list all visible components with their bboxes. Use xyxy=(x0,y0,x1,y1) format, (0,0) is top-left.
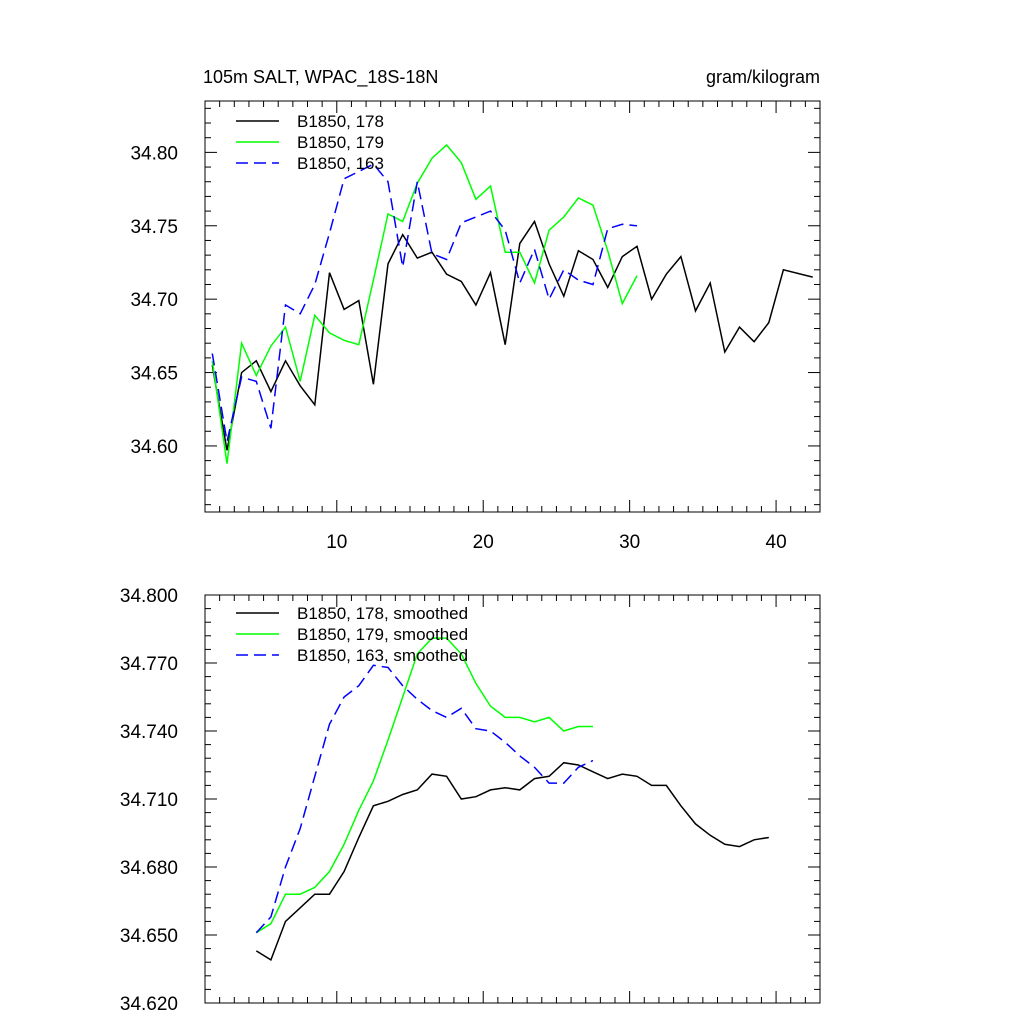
legend-label: B1850, 179 xyxy=(297,133,384,152)
legend-label: B1850, 179, smoothed xyxy=(297,625,468,644)
legend-label: B1850, 163 xyxy=(297,154,384,173)
y-tick-label: 34.60 xyxy=(130,437,178,458)
bottom-panel: 34.620 34.650 34.680 34.710 34.740 34.770 34.8… xyxy=(120,586,821,1015)
y-tick-label: 34.710 xyxy=(120,790,178,811)
top-panel: 10 20 30 40 34.60 34.65 34.70 34.75 34.80 B1850, … xyxy=(130,100,821,553)
y-tick-label: 34.620 xyxy=(120,994,178,1015)
y-tick-label: 34.75 xyxy=(130,217,178,238)
y-tick-label: 34.70 xyxy=(130,290,178,311)
legend-label: B1850, 178, smoothed xyxy=(297,604,468,623)
legend-label: B1850, 163, smoothed xyxy=(297,646,468,665)
y-tick-label: 34.80 xyxy=(130,143,178,164)
x-tick-label: 40 xyxy=(766,532,787,553)
units-label: gram/kilogram xyxy=(706,67,820,87)
x-tick-label: 20 xyxy=(473,532,494,553)
series-line-2 xyxy=(211,143,638,464)
x-tick-label: 30 xyxy=(619,532,640,553)
series-line-1 xyxy=(211,219,813,451)
series-line-3 xyxy=(255,664,594,934)
x-tick-label: 10 xyxy=(326,532,347,553)
y-tick-label: 34.650 xyxy=(120,926,178,947)
y-tick-label: 34.65 xyxy=(130,364,178,385)
y-tick-label: 34.680 xyxy=(120,858,178,879)
legend-label: B1850, 178 xyxy=(297,112,384,131)
y-tick-label: 34.770 xyxy=(120,654,178,675)
series-line-1 xyxy=(255,761,769,962)
chart-title: 105m SALT, WPAC_18S-18N xyxy=(203,67,438,88)
y-tick-label: 34.800 xyxy=(120,586,178,607)
y-tick-label: 34.740 xyxy=(120,722,178,743)
series-line-2 xyxy=(255,637,593,934)
